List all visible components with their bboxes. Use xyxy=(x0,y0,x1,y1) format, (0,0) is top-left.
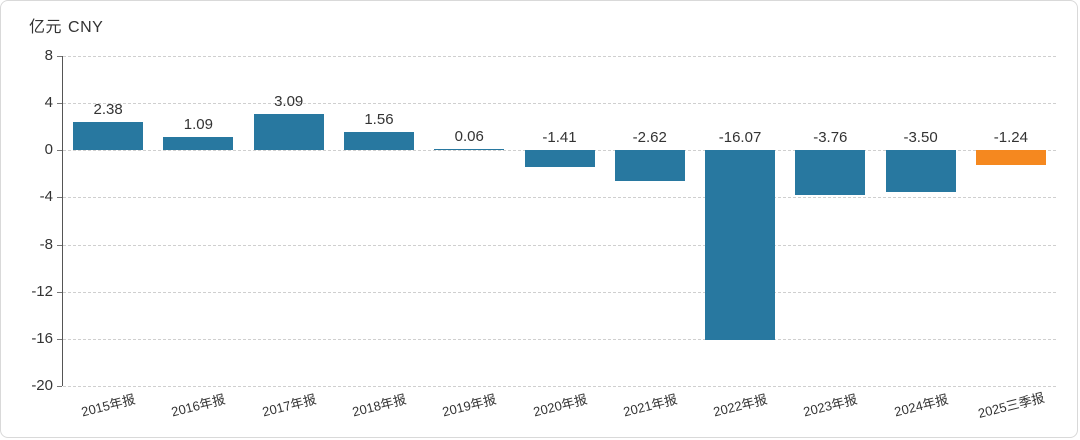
y-axis-tick-label: -8 xyxy=(39,235,53,253)
y-axis-tick-mark xyxy=(57,56,62,57)
gridline xyxy=(63,386,1056,387)
y-axis-tick-mark xyxy=(57,244,62,246)
gridline xyxy=(63,197,1056,199)
y-axis-tick-mark xyxy=(57,338,62,340)
unit-text: 亿元 xyxy=(29,19,63,36)
bar-value-label: 2.38 xyxy=(93,101,123,119)
bar-value-label: -1.41 xyxy=(542,129,577,147)
bar-2019年报[interactable] xyxy=(434,148,505,151)
bar-2015年报[interactable] xyxy=(73,122,144,151)
y-axis-tick-mark xyxy=(57,103,62,105)
y-axis-tick-label: 8 xyxy=(44,47,53,64)
bar-value-label: -16.07 xyxy=(718,129,762,147)
bar-2025三季报[interactable] xyxy=(975,150,1046,165)
currency-text: CNY xyxy=(68,19,104,36)
plot-area: 2.38 1.09 3.09 1.56 0.06 -1.41 -2.62 -16.07 -3.7… xyxy=(63,56,1056,387)
bar-2024年报[interactable] xyxy=(885,150,956,192)
bar-2016年报[interactable] xyxy=(163,137,234,151)
bar-2021年报[interactable] xyxy=(614,150,685,182)
bar-2017年报[interactable] xyxy=(253,113,324,151)
y-axis-line xyxy=(62,56,63,386)
bar-value-label: 3.09 xyxy=(274,92,304,110)
y-axis-tick-label: 4 xyxy=(44,94,53,112)
bar-2018年报[interactable] xyxy=(343,131,414,151)
bar-2023年报[interactable] xyxy=(795,150,866,195)
y-axis-tick-label: -12 xyxy=(31,282,53,300)
bar-value-label: -3.76 xyxy=(813,129,848,147)
bar-value-label: 1.09 xyxy=(183,116,213,134)
gridline xyxy=(63,338,1056,340)
bar-2022年报[interactable] xyxy=(705,150,776,340)
chart-unit-label: 亿元 CNY xyxy=(29,13,109,37)
bar-value-label: -2.62 xyxy=(632,129,667,147)
bar-value-label: 1.56 xyxy=(364,110,394,128)
y-axis-tick-mark xyxy=(57,386,62,387)
bar-value-label: -1.24 xyxy=(993,129,1028,147)
y-axis-tick-mark xyxy=(57,150,62,152)
y-axis-tick-label: -16 xyxy=(31,329,53,347)
y-axis-tick-mark xyxy=(57,197,62,199)
bar-2020年报[interactable] xyxy=(524,150,595,167)
y-axis-tick-label: -4 xyxy=(39,188,53,206)
gridline xyxy=(63,56,1056,57)
y-axis-tick-label: 0 xyxy=(44,141,53,159)
bar-value-label: 0.06 xyxy=(454,127,484,145)
y-axis-tick-label: -20 xyxy=(31,377,53,394)
gridline xyxy=(63,103,1056,105)
y-axis-tick-mark xyxy=(57,291,62,293)
bar-value-label: -3.50 xyxy=(903,129,938,147)
gridline xyxy=(63,291,1056,293)
gridline xyxy=(63,244,1056,246)
